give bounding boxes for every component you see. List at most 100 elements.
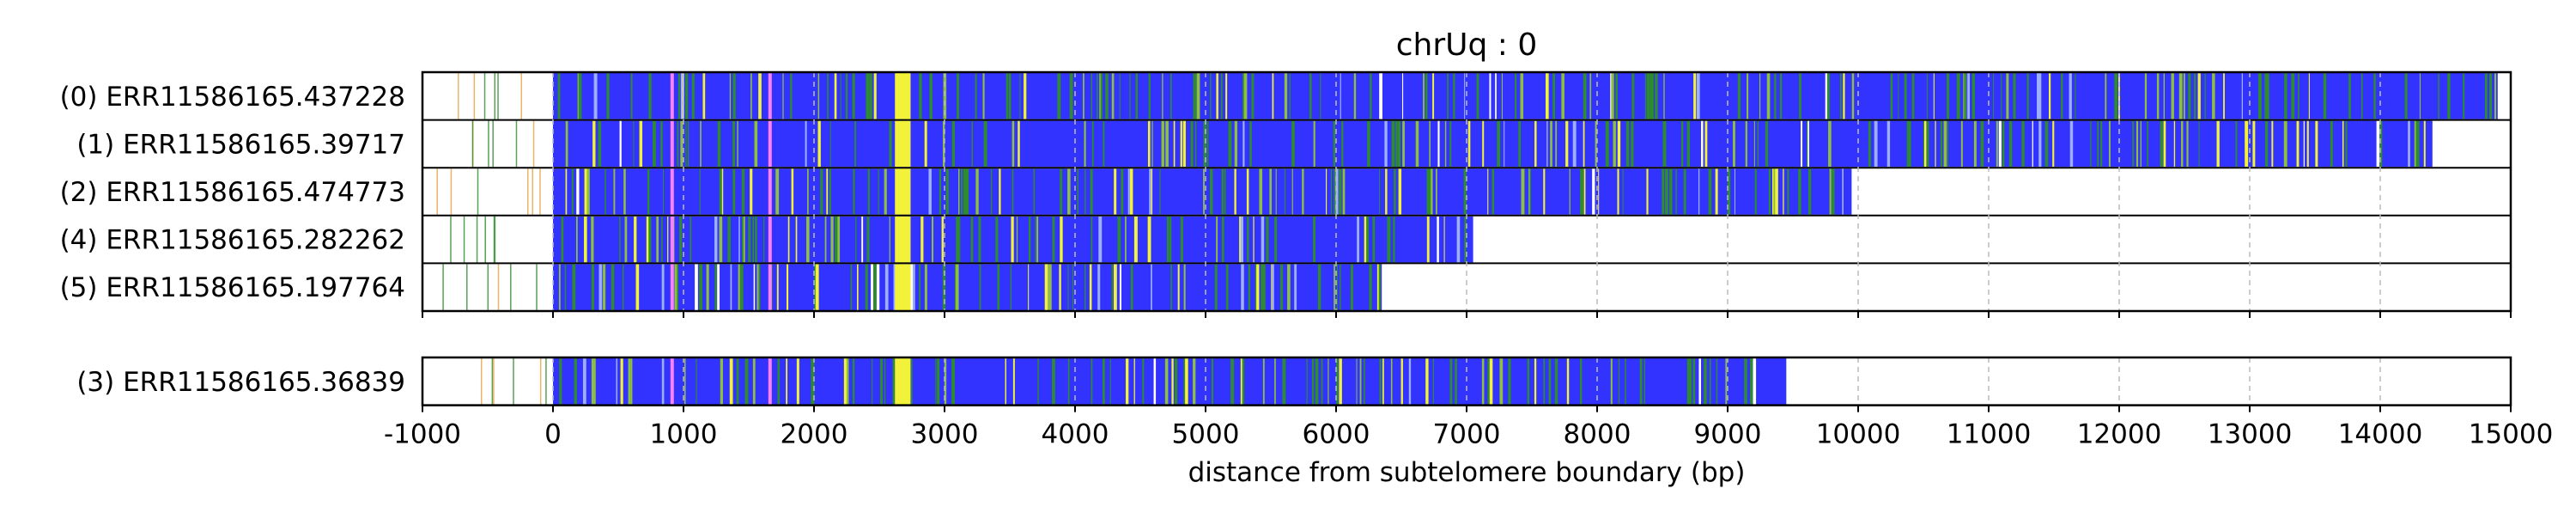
read-stripe (1312, 358, 1314, 405)
read-stripe (885, 264, 889, 310)
read-stripe (1148, 217, 1151, 263)
read-stripe (1019, 73, 1020, 119)
read-stripe (2416, 121, 2420, 168)
read-stripe (677, 264, 678, 310)
read-stripe (1644, 358, 1645, 405)
read-stripe (2494, 73, 2496, 119)
read-stripe (1947, 121, 1948, 168)
read-stripe (2109, 121, 2111, 168)
read-stripe (661, 217, 663, 263)
read-stripe (1464, 73, 1465, 119)
read-stripe (1165, 358, 1169, 405)
x-tick-label: 14000 (2338, 419, 2423, 450)
read-stripe (1561, 73, 1564, 119)
read-stripe (620, 121, 622, 168)
read-stripe (1114, 264, 1117, 310)
read-stripe (1709, 168, 1712, 215)
read-stripe (1425, 73, 1427, 119)
read-stripe (2424, 121, 2426, 168)
read-stripe (966, 168, 969, 215)
read-stripe (1291, 121, 1295, 168)
read-stripe (623, 264, 624, 310)
read-stripe (1263, 264, 1265, 310)
read-stripe (1035, 217, 1036, 263)
read-stripe (1148, 121, 1151, 168)
read-stripe (1840, 73, 1842, 119)
read-stripe (853, 73, 855, 119)
read-stripe (1477, 73, 1479, 119)
read-stripe (700, 121, 702, 168)
read-stripe (1550, 121, 1552, 168)
read-label: (4) ERR11586165.282262 (60, 225, 405, 256)
read-stripe (748, 217, 750, 263)
read-stripe (1697, 73, 1700, 119)
read-stripe (586, 168, 589, 215)
read-stripe (2114, 73, 2117, 119)
read-stripe-highlight (895, 73, 910, 119)
read-stripe (572, 264, 575, 310)
read-stripe (2179, 73, 2183, 119)
read-stripe (2463, 73, 2464, 119)
read-stripe (754, 264, 756, 310)
read-stripe (2438, 73, 2439, 119)
read-stripe (1528, 358, 1529, 405)
read-stripe (1482, 358, 1485, 405)
read-stripe (1351, 264, 1353, 310)
read-stripe (1212, 358, 1213, 405)
read-stripe (2145, 73, 2147, 119)
read-stripe (1583, 73, 1587, 119)
read-stripe (853, 358, 854, 405)
read-stripe (699, 264, 702, 310)
pre-boundary-line (484, 73, 486, 119)
read-stripe (1337, 264, 1338, 310)
read-stripe (878, 168, 879, 215)
read-stripe-highlight (769, 358, 772, 405)
x-tick-label: 3000 (911, 419, 979, 450)
read-stripe (598, 264, 602, 310)
read-stripe (1508, 358, 1510, 405)
read-stripe (696, 358, 697, 405)
read-stripe (680, 121, 683, 168)
read-stripe (1341, 121, 1343, 168)
read-stripe (2198, 73, 2201, 119)
read-stripe (847, 358, 849, 405)
read-stripe (1580, 168, 1583, 215)
read-stripe (1409, 358, 1411, 405)
read-stripe (939, 168, 941, 215)
read-stripe (1207, 121, 1209, 168)
x-tick-label: -1000 (384, 419, 461, 450)
read-stripe (1263, 358, 1265, 405)
read-stripe (2090, 121, 2091, 168)
pre-boundary-line (488, 121, 489, 168)
read-stripe (1767, 73, 1771, 119)
read-stripe (975, 168, 978, 215)
read-stripe (662, 358, 665, 405)
read-stripe (1151, 168, 1152, 215)
read-stripe (1091, 358, 1093, 405)
pre-boundary-line (516, 121, 518, 168)
read-stripe (1282, 358, 1285, 405)
read-stripe (775, 168, 779, 215)
read-label: (3) ERR11586165.36839 (76, 367, 405, 398)
read-stripe (911, 358, 913, 405)
read-stripe (688, 121, 689, 168)
read-stripe (1716, 168, 1718, 215)
read-stripe (566, 121, 568, 168)
read-stripe (759, 264, 761, 310)
read-stripe (2324, 73, 2326, 119)
read-stripe (1534, 121, 1536, 168)
read-stripe (1615, 73, 1618, 119)
read-stripe (1048, 264, 1052, 310)
read-stripe (1444, 217, 1445, 263)
read-stripe (1052, 217, 1054, 263)
read-stripe (1787, 168, 1789, 215)
read-stripe (2188, 73, 2190, 119)
read-stripe (1175, 358, 1177, 405)
read-stripe (1261, 264, 1263, 310)
pre-boundary-line (464, 217, 465, 263)
read-stripe (1394, 168, 1396, 215)
read-stripe (1453, 73, 1455, 119)
read-stripe (1274, 217, 1277, 263)
read-stripe (857, 264, 859, 310)
